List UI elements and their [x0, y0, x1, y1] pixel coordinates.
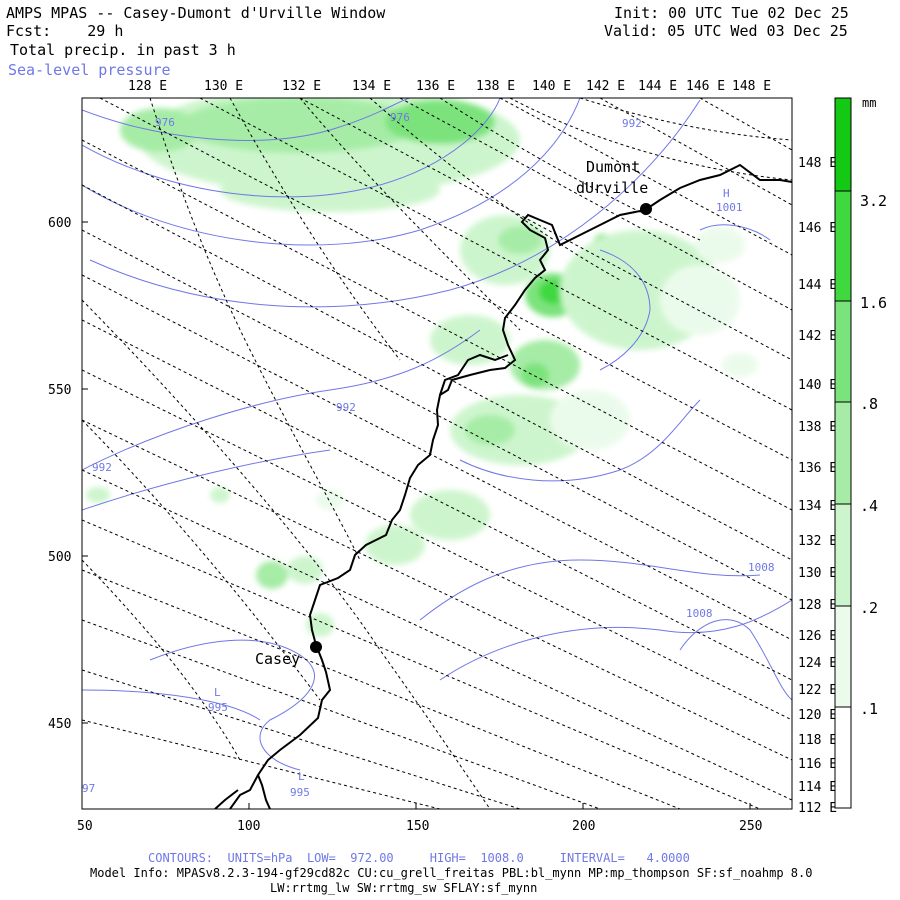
right-lon-label: 116 E [798, 757, 837, 772]
top-lon-label: 130 E [204, 79, 243, 94]
right-lon-label: 148 E [798, 156, 837, 171]
pressure-contours [82, 98, 792, 771]
right-lon-label: 134 E [798, 499, 837, 514]
contour-label: 992 [622, 117, 642, 130]
model-info-physics: LW:rrtmg_lw SW:rrtmg_sw SFLAY:sf_mynn [270, 881, 538, 895]
plot-frame [81, 97, 793, 810]
colorbar-unit: mm [862, 96, 876, 110]
left-grid-label: 500 [48, 550, 71, 565]
colorbar-swatch [835, 191, 851, 301]
colorbar-label: .2 [860, 599, 878, 617]
contour-label: 995 [290, 786, 310, 799]
dumont-label: Dumont [586, 158, 640, 176]
top-lon-label: 134 E [352, 79, 391, 94]
init-time: Init: 00 UTC Tue 02 Dec 25 [614, 4, 849, 22]
top-lon-label: 138 E [476, 79, 515, 94]
axis-ticks [82, 221, 751, 809]
valid-time: Valid: 05 UTC Wed 03 Dec 25 [604, 22, 848, 40]
casey-station-marker [310, 641, 322, 653]
left-grid-label: 550 [48, 383, 71, 398]
bottom-grid-labels: 50 100 150 200 250 [77, 819, 762, 834]
model-info: Model Info: MPASv8.2.3-194-gf29cd82c CU:… [90, 866, 813, 880]
durville-label: dUrville [576, 179, 648, 197]
contour-label: 976 [155, 116, 175, 129]
top-lon-label: 146 E [686, 79, 725, 94]
bottom-grid-label: 250 [739, 819, 762, 834]
right-lon-label: 132 E [798, 534, 837, 549]
right-lon-label: 138 E [798, 420, 837, 435]
contour-label: 1008 [748, 561, 775, 574]
right-lon-label: 118 E [798, 733, 837, 748]
right-lon-label: 120 E [798, 708, 837, 723]
colorbar-label: .1 [860, 700, 878, 718]
contour-label: 992 [336, 401, 356, 414]
colorbar-label: .8 [860, 395, 878, 413]
right-lon-label: 140 E [798, 378, 837, 393]
map-title: AMPS MPAS -- Casey-Dumont d'Urville Wind… [6, 4, 386, 22]
contour-label: 1001 [716, 201, 743, 214]
left-grid-label: 600 [48, 216, 71, 231]
bottom-grid-label: 100 [237, 819, 260, 834]
right-lon-label: 112 E [798, 801, 837, 816]
graticule [82, 98, 792, 809]
contour-label: 976 [390, 111, 410, 124]
forecast-hour: Fcst: 29 h [6, 22, 124, 40]
coastline [214, 163, 792, 809]
bottom-grid-label: 200 [572, 819, 595, 834]
contour-label: 1008 [686, 607, 713, 620]
right-lon-label: 130 E [798, 566, 837, 581]
right-lon-labels: 148 E 146 E 144 E 142 E 140 E 138 E 136 … [798, 156, 837, 816]
top-lon-label: 128 E [128, 79, 167, 94]
place-labels: Dumont dUrville Casey [255, 158, 648, 668]
colorbar-label: 1.6 [860, 294, 887, 312]
colorbar-swatch [835, 606, 851, 707]
top-lon-label: 142 E [586, 79, 625, 94]
bottom-grid-label: 150 [406, 819, 429, 834]
right-lon-label: 146 E [798, 221, 837, 236]
right-lon-label: 126 E [798, 629, 837, 644]
precip-shading [86, 98, 758, 637]
dumont-durville-station-marker [640, 203, 652, 215]
top-lon-label: 148 E [732, 79, 771, 94]
top-lon-label: 132 E [282, 79, 321, 94]
colorbar-swatch [835, 301, 851, 402]
right-lon-label: 114 E [798, 780, 837, 795]
contour-labels: 976 976 992 992 992 1001 1008 1008 995 9… [82, 111, 775, 799]
colorbar: mm 3.2 1.6 .8 .4 .2 .1 [834, 96, 887, 809]
right-lon-label: 144 E [798, 278, 837, 293]
top-lon-label: 144 E [638, 79, 677, 94]
colorbar-swatch [835, 504, 851, 606]
right-lon-label: 142 E [798, 329, 837, 344]
low-pressure-marker: L [298, 770, 305, 783]
contour-info: CONTOURS: UNITS=hPa LOW= 972.00 HIGH= 10… [148, 851, 690, 865]
top-lon-label: 136 E [416, 79, 455, 94]
bottom-grid-label: 50 [77, 819, 93, 834]
low-pressure-marker: L [214, 686, 221, 699]
left-grid-labels: 600 550 500 450 [48, 216, 71, 732]
overlay-name: Sea-level pressure [8, 61, 171, 79]
contour-label: 995 [208, 701, 228, 714]
right-lon-label: 128 E [798, 598, 837, 613]
contour-label: 97 [82, 782, 95, 795]
high-pressure-marker: H [723, 187, 730, 200]
field-name: Total precip. in past 3 h [10, 41, 236, 59]
right-lon-label: 122 E [798, 683, 837, 698]
colorbar-swatch [835, 402, 851, 504]
casey-label: Casey [255, 650, 300, 668]
colorbar-swatch [835, 98, 851, 191]
contour-label: 992 [92, 461, 112, 474]
right-lon-label: 136 E [798, 461, 837, 476]
right-lon-label: 124 E [798, 656, 837, 671]
colorbar-label: .4 [860, 497, 878, 515]
left-grid-label: 450 [48, 717, 71, 732]
top-lon-label: 140 E [532, 79, 571, 94]
colorbar-label: 3.2 [860, 192, 887, 210]
colorbar-swatch [835, 707, 851, 808]
top-lon-labels: 128 E 130 E 132 E 134 E 136 E 138 E 140 … [128, 79, 771, 94]
